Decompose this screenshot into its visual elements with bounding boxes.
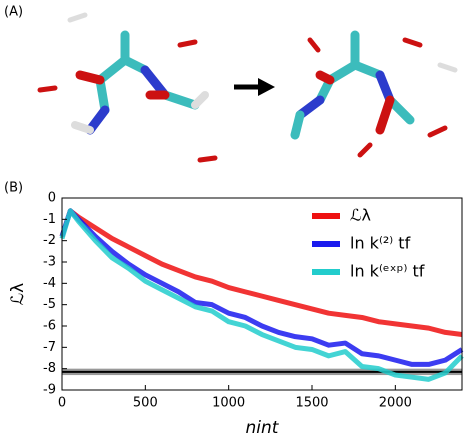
y-axis-label: ℒλ (8, 283, 28, 305)
plot-frame (61, 197, 463, 391)
series-line (59, 208, 463, 338)
panel-label: (B) (4, 181, 23, 196)
molecule-after (290, 30, 458, 158)
series-line (59, 208, 464, 367)
x-axis-label: nint (246, 418, 280, 438)
legend-label: ℒλ (350, 206, 371, 225)
y-tick-label: -4 (43, 276, 56, 291)
y-tick-label: -5 (43, 297, 56, 312)
y-tick-label: -9 (43, 383, 56, 398)
panel-label: (A) (4, 5, 23, 20)
y-tick-label: -3 (43, 255, 56, 270)
x-tick-label: 1000 (212, 396, 245, 411)
x-tick-label: 2000 (379, 396, 412, 411)
series-line (59, 208, 464, 382)
y-tick-label: -6 (43, 319, 56, 334)
x-tick-label: 0 (58, 396, 66, 411)
y-tick-label: 0 (48, 191, 56, 206)
x-tick-label: 1500 (295, 396, 328, 411)
legend-label: ln k⁽ᵉˣᵖ⁾ tf (350, 262, 425, 281)
legend-label: ln k⁽²⁾ tf (350, 234, 411, 253)
y-tick-label: -1 (43, 212, 56, 227)
y-tick-label: -8 (43, 361, 56, 376)
y-tick-label: -7 (43, 340, 56, 355)
y-tick-label: -2 (43, 233, 56, 248)
x-tick-label: 500 (133, 396, 158, 411)
molecule-before (37, 12, 218, 163)
arrow-head (258, 78, 275, 96)
